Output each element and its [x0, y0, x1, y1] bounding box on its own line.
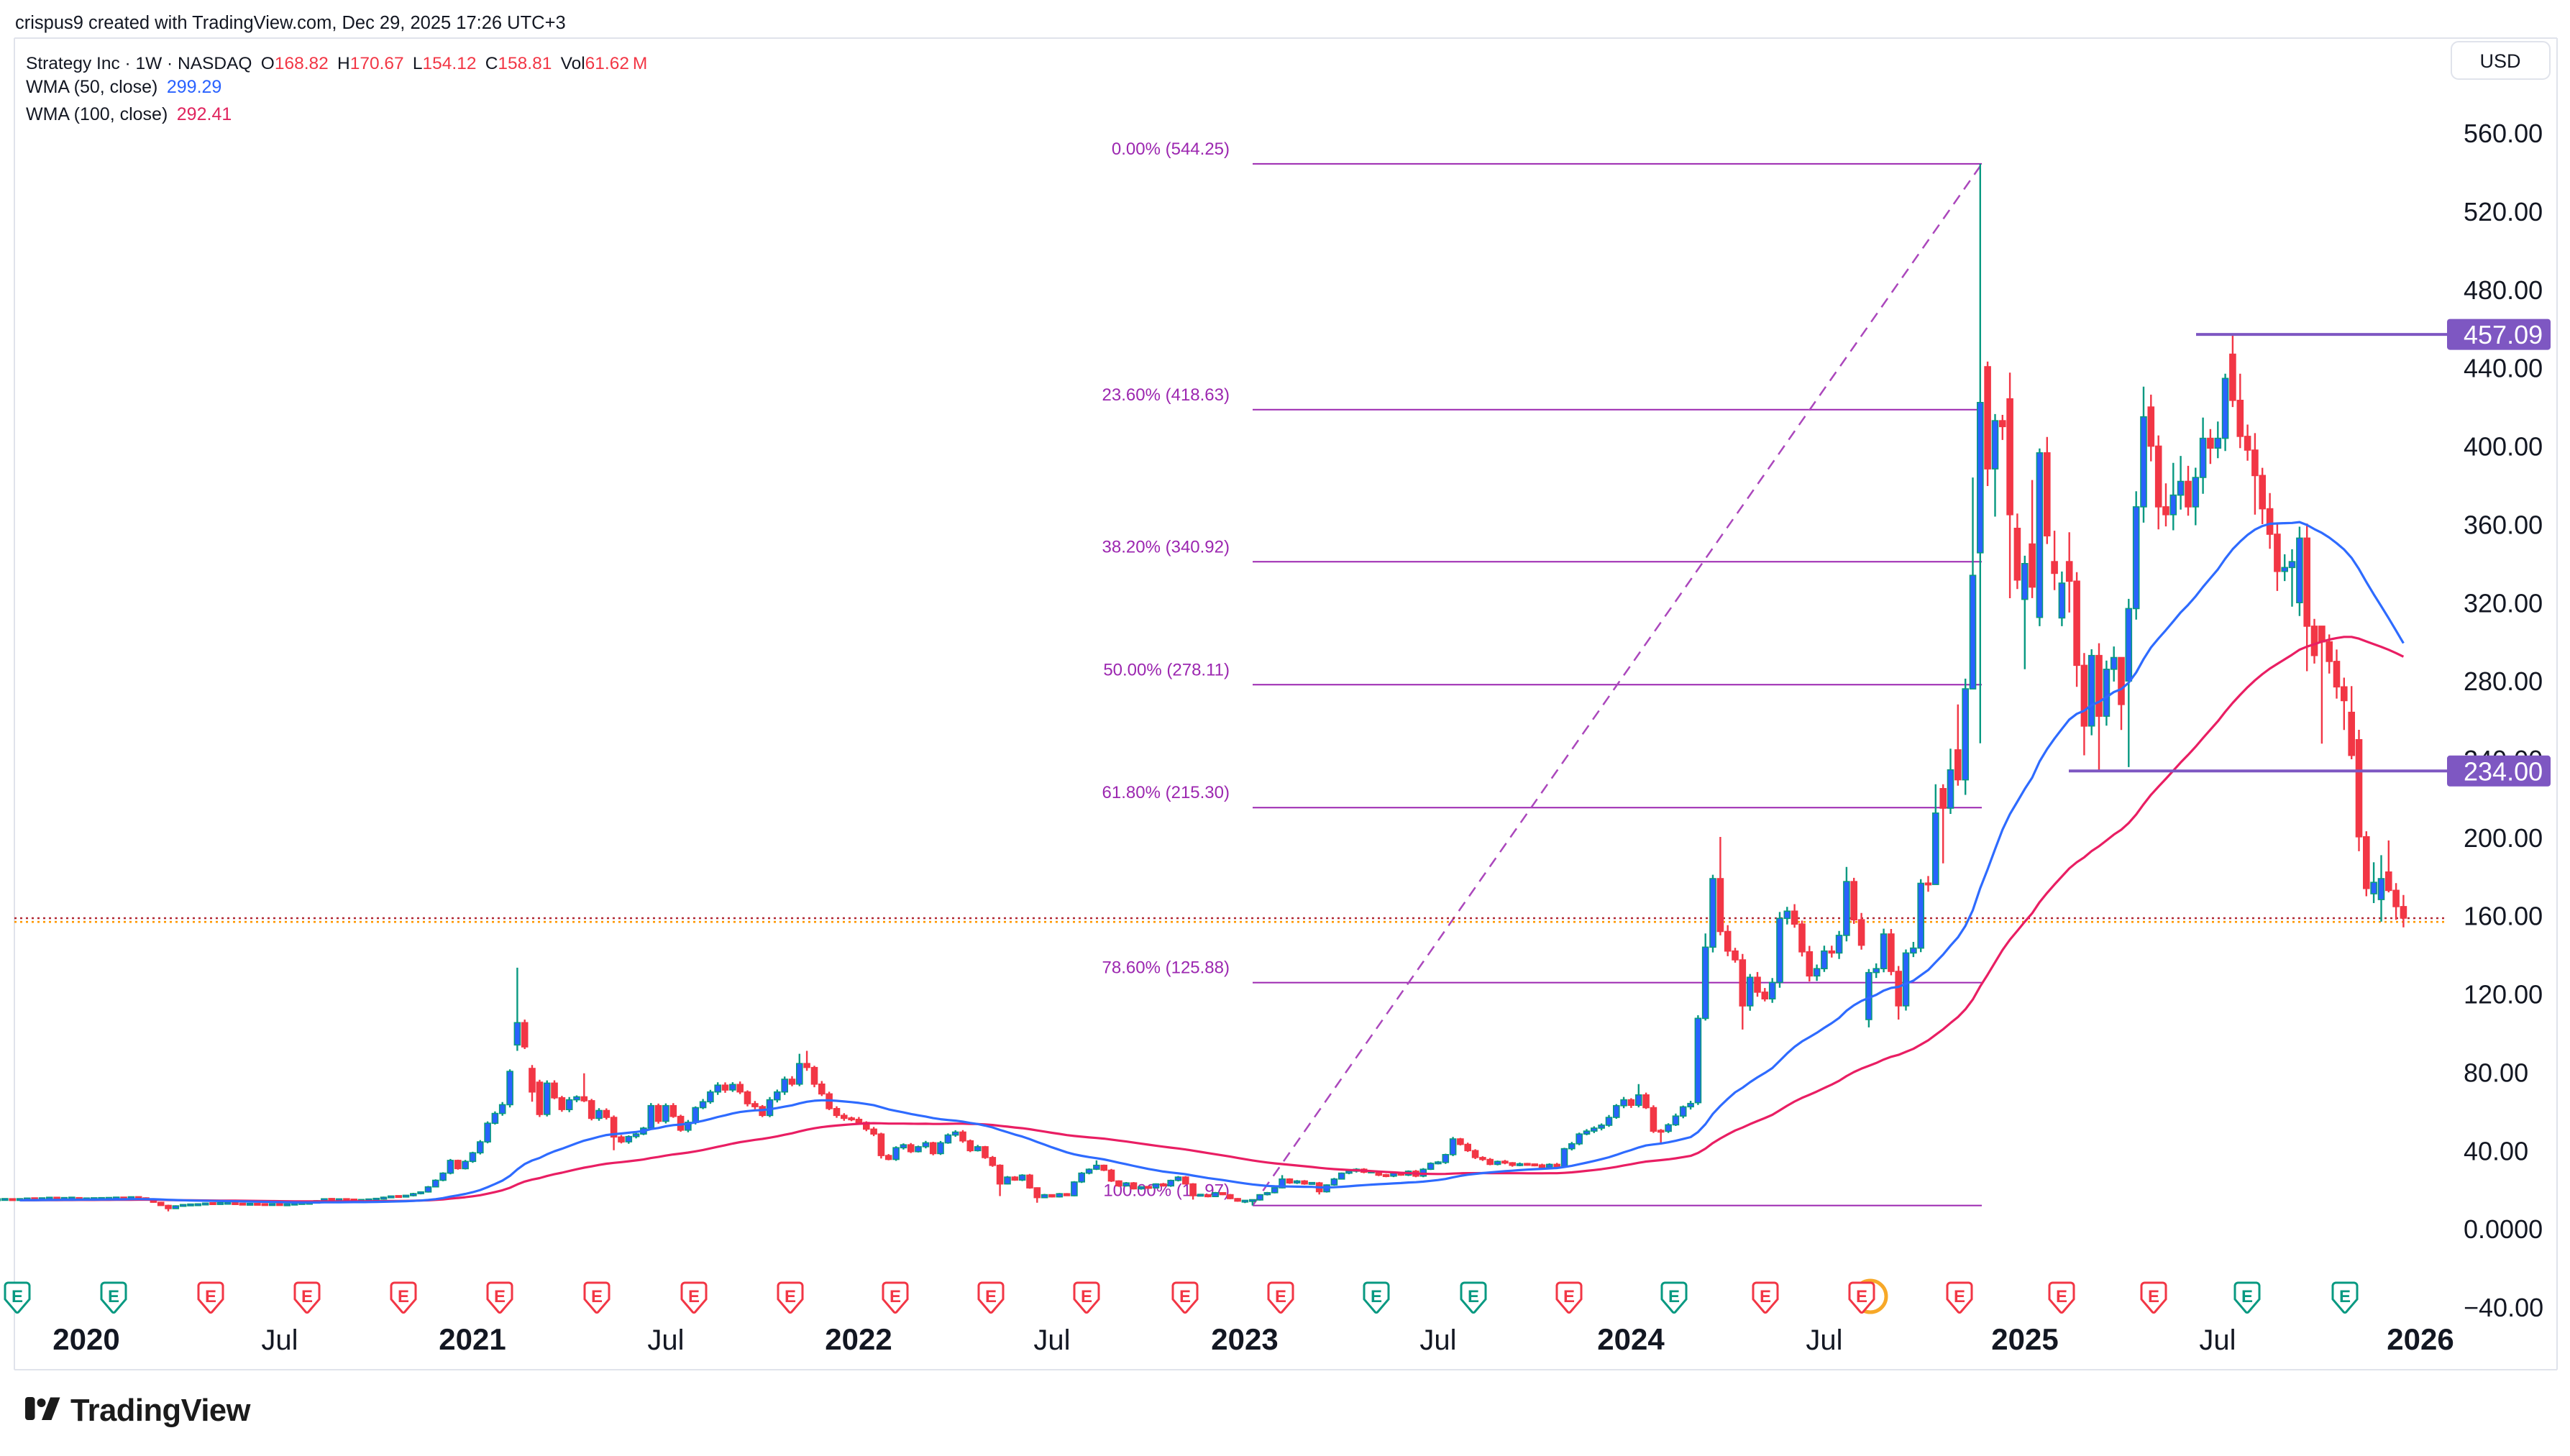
- svg-text:78.60% (125.88): 78.60% (125.88): [1102, 958, 1230, 978]
- svg-text:WMA (50, close) 299.29: WMA (50, close) 299.29: [26, 77, 221, 97]
- svg-text:Strategy Inc · 1W · NASDAQ O16: Strategy Inc · 1W · NASDAQ O168.82 H170.…: [26, 54, 647, 73]
- svg-text:E: E: [12, 1287, 23, 1306]
- svg-text:23.60% (418.63): 23.60% (418.63): [1102, 385, 1230, 405]
- svg-text:2025: 2025: [1991, 1322, 2058, 1356]
- svg-text:−40.00: −40.00: [2464, 1293, 2543, 1322]
- svg-text:E: E: [301, 1287, 313, 1306]
- svg-text:E: E: [2056, 1287, 2067, 1306]
- svg-text:40.00: 40.00: [2464, 1136, 2528, 1166]
- svg-text:E: E: [1563, 1287, 1575, 1306]
- svg-text:200.00: 200.00: [2464, 823, 2543, 853]
- svg-text:Jul: Jul: [2199, 1324, 2236, 1356]
- svg-text:E: E: [1275, 1287, 1286, 1306]
- svg-text:38.20% (340.92): 38.20% (340.92): [1102, 537, 1230, 557]
- svg-text:457.09: 457.09: [2464, 320, 2543, 349]
- svg-text:80.00: 80.00: [2464, 1058, 2528, 1088]
- svg-text:Jul: Jul: [1033, 1324, 1070, 1356]
- svg-text:E: E: [890, 1287, 901, 1306]
- svg-text:E: E: [2241, 1287, 2253, 1306]
- svg-text:520.00: 520.00: [2464, 197, 2543, 226]
- svg-text:160.00: 160.00: [2464, 902, 2543, 931]
- svg-text:E: E: [985, 1287, 997, 1306]
- svg-text:E: E: [785, 1287, 796, 1306]
- svg-text:E: E: [1760, 1287, 1771, 1306]
- svg-text:Jul: Jul: [647, 1324, 684, 1356]
- svg-text:120.00: 120.00: [2464, 980, 2543, 1009]
- svg-text:crispus9 created with TradingV: crispus9 created with TradingView.com, D…: [15, 13, 566, 33]
- svg-text:0.00% (544.25): 0.00% (544.25): [1112, 139, 1230, 159]
- svg-text:2021: 2021: [439, 1322, 506, 1356]
- svg-text:50.00% (278.11): 50.00% (278.11): [1103, 660, 1230, 679]
- svg-text:320.00: 320.00: [2464, 588, 2543, 618]
- svg-text:Jul: Jul: [261, 1324, 298, 1356]
- svg-text:2023: 2023: [1211, 1322, 1278, 1356]
- svg-text:E: E: [494, 1287, 506, 1306]
- svg-text:2022: 2022: [825, 1322, 892, 1356]
- svg-text:E: E: [688, 1287, 700, 1306]
- svg-text:2020: 2020: [52, 1322, 119, 1356]
- svg-text:E: E: [1954, 1287, 1965, 1306]
- svg-text:E: E: [2148, 1287, 2159, 1306]
- svg-text:0.0000: 0.0000: [2464, 1214, 2543, 1244]
- svg-text:E: E: [2339, 1287, 2351, 1306]
- svg-text:E: E: [1081, 1287, 1092, 1306]
- svg-text:E: E: [108, 1287, 119, 1306]
- svg-text:234.00: 234.00: [2464, 756, 2543, 786]
- svg-text:E: E: [1468, 1287, 1479, 1306]
- svg-text:480.00: 480.00: [2464, 275, 2543, 305]
- svg-text:USD: USD: [2479, 50, 2520, 72]
- svg-text:2024: 2024: [1597, 1322, 1665, 1356]
- svg-text:E: E: [1179, 1287, 1191, 1306]
- svg-text:61.80% (215.30): 61.80% (215.30): [1102, 783, 1230, 802]
- svg-text:560.00: 560.00: [2464, 119, 2543, 148]
- svg-text:E: E: [1668, 1287, 1680, 1306]
- svg-text:E: E: [205, 1287, 216, 1306]
- svg-text:Jul: Jul: [1419, 1324, 1456, 1356]
- svg-text:440.00: 440.00: [2464, 354, 2543, 383]
- svg-text:WMA (100, close) 292.41: WMA (100, close) 292.41: [26, 104, 232, 124]
- svg-text:E: E: [591, 1287, 603, 1306]
- svg-text:360.00: 360.00: [2464, 510, 2543, 539]
- svg-text:TradingView: TradingView: [70, 1393, 251, 1428]
- svg-text:400.00: 400.00: [2464, 432, 2543, 462]
- svg-text:E: E: [398, 1287, 409, 1306]
- svg-text:E: E: [1371, 1287, 1382, 1306]
- svg-text:Jul: Jul: [1806, 1324, 1842, 1356]
- svg-text:E: E: [1856, 1287, 1867, 1306]
- svg-text:280.00: 280.00: [2464, 667, 2543, 696]
- svg-text:2026: 2026: [2387, 1322, 2454, 1356]
